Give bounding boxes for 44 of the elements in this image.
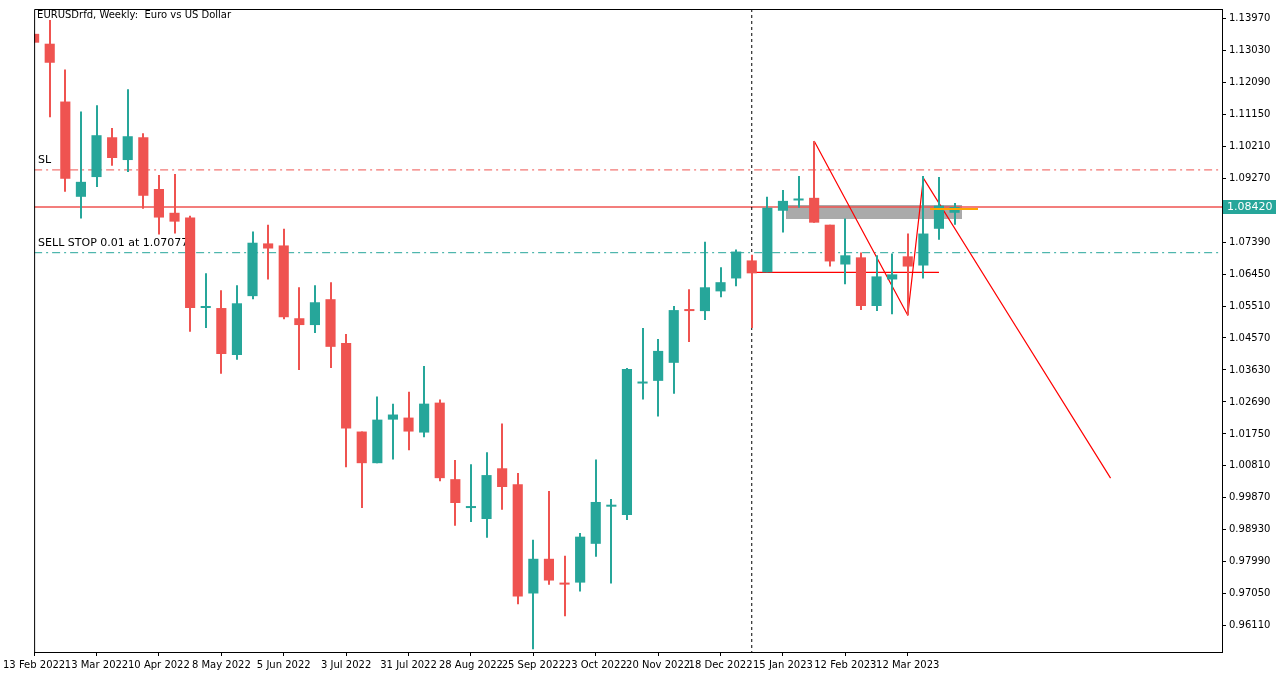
x-tick-label: 28 Aug 2022 <box>438 658 503 670</box>
y-tick-label: 1.02690 <box>1229 395 1271 407</box>
x-tick-label: 3 Jul 2022 <box>321 658 372 670</box>
x-tick-label: 15 Jan 2023 <box>752 658 813 670</box>
x-tick-label: 12 Feb 2023 <box>814 658 877 670</box>
y-tick-label: 0.99870 <box>1229 491 1271 503</box>
x-tick-label: 23 Oct 2022 <box>564 658 627 670</box>
y-tick-label: 1.07390 <box>1229 235 1271 247</box>
x-tick-label: 13 Mar 2022 <box>64 658 129 670</box>
x-tick-label: 5 Jun 2022 <box>256 658 311 670</box>
x-tick-label: 18 Dec 2022 <box>688 658 753 670</box>
candlestick <box>637 328 648 400</box>
candlestick <box>793 176 804 208</box>
y-tick-label: 1.04570 <box>1229 331 1271 343</box>
y-tick-label: 0.97050 <box>1229 587 1271 599</box>
y-tick-label: 1.10210 <box>1229 139 1271 151</box>
x-tick-label: 31 Jul 2022 <box>380 658 437 670</box>
y-tick-label: 1.13030 <box>1229 43 1271 55</box>
candlestick <box>294 287 305 370</box>
x-tick-label: 13 Feb 2022 <box>2 658 66 670</box>
y-tick-label: 1.03630 <box>1229 363 1271 375</box>
candlestick <box>684 289 695 343</box>
x-tick-label: 8 May 2022 <box>191 658 251 670</box>
chart-title: EURUSDrfd, Weekly: Euro vs US Dollar <box>37 8 232 20</box>
y-tick-label: 0.97990 <box>1229 555 1271 567</box>
y-tick-label: 1.12090 <box>1229 75 1271 87</box>
x-tick-label: 12 Mar 2023 <box>876 658 940 670</box>
y-tick-label: 1.06450 <box>1229 267 1271 279</box>
candlestick <box>465 464 477 523</box>
y-tick-label: 0.96110 <box>1229 619 1271 631</box>
ref-line-label: SL <box>38 152 53 166</box>
candlestick <box>200 273 211 329</box>
y-tick-label: 1.01750 <box>1229 427 1271 439</box>
y-tick-label: 0.98930 <box>1229 523 1271 535</box>
y-tick-label: 1.00810 <box>1229 459 1271 471</box>
y-tick-label: 1.05510 <box>1229 299 1271 311</box>
x-tick-label: 25 Sep 2022 <box>501 658 566 670</box>
ref-line-label: 1.08420 <box>1227 199 1273 213</box>
x-tick-label: 10 Apr 2022 <box>128 658 190 670</box>
y-tick-label: 1.11150 <box>1229 107 1271 119</box>
candlestick <box>559 555 570 617</box>
y-tick-label: 1.09270 <box>1229 171 1271 183</box>
candlestick <box>606 498 617 584</box>
y-tick-label: 1.13970 <box>1229 11 1271 23</box>
